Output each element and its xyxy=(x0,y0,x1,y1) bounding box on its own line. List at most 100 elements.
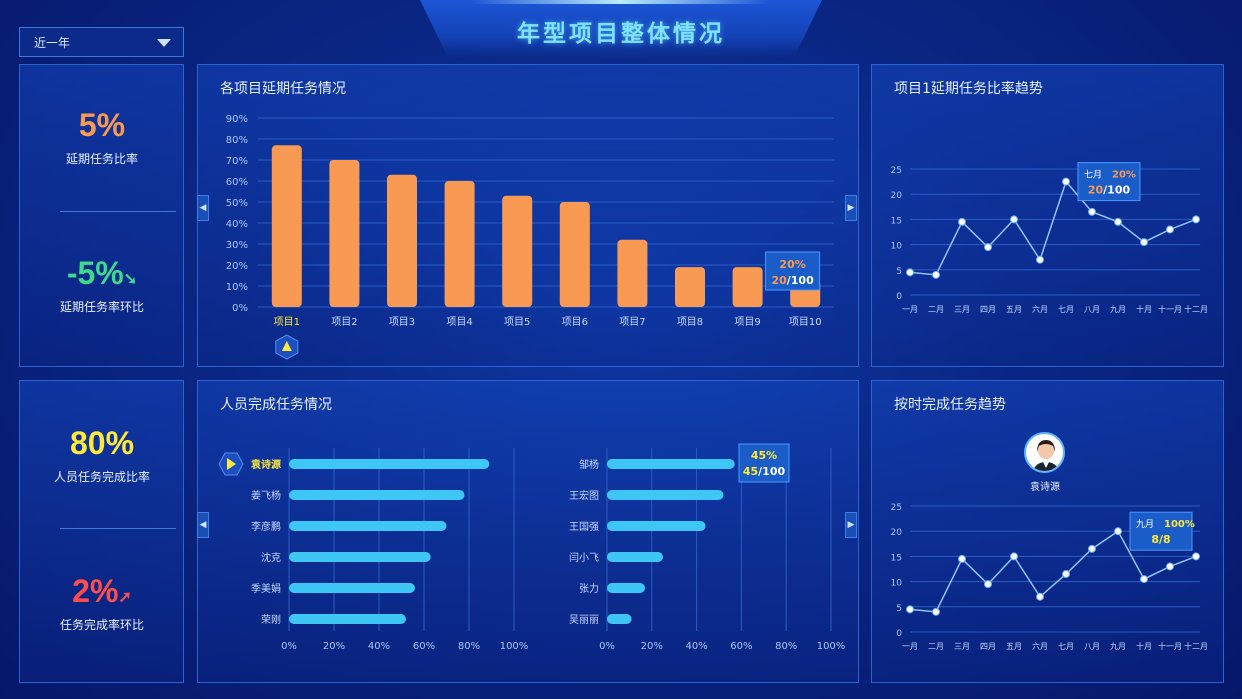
x-tick-label: 十月 xyxy=(1136,304,1152,314)
x-tick-label: 60% xyxy=(413,641,435,652)
data-point xyxy=(1192,215,1200,224)
next-arrow-button[interactable]: ▶ xyxy=(845,195,857,221)
x-tick-label: 20% xyxy=(323,641,345,652)
tooltip-ratio: 20/100 xyxy=(771,274,814,287)
x-tick-label: 十二月 xyxy=(1184,304,1208,314)
panel-person-completion: 人员完成任务情况 0% 20% 40% 60% 80% 100% 袁诗源 姜飞杨 李彦鹏 沈克 季美… xyxy=(197,380,859,683)
kpi-delay-rate-value: 5% xyxy=(78,107,126,143)
y-tick-label: 20% xyxy=(226,261,248,272)
x-tick-label: 项目9 xyxy=(734,316,760,328)
person-icon xyxy=(1033,440,1059,471)
data-point xyxy=(1036,255,1044,264)
panel-title-person-completion: 人员完成任务情况 xyxy=(220,397,332,413)
tooltip-box xyxy=(1129,511,1193,551)
bar xyxy=(607,583,646,593)
data-point xyxy=(1114,217,1122,226)
kpi-delay-mom: -5%➘ 延期任务率环比 xyxy=(20,255,184,315)
x-tick-label: 20% xyxy=(641,641,663,652)
data-point xyxy=(984,580,992,589)
x-tick-label: 十一月 xyxy=(1158,641,1182,651)
x-tick-label: 100% xyxy=(817,641,846,652)
category-label: 邹杨 xyxy=(579,458,599,471)
y-tick-label: 80% xyxy=(226,135,248,146)
bar xyxy=(617,239,648,307)
period-select-value: 近一年 xyxy=(34,35,71,50)
bar xyxy=(271,145,302,307)
category-label: 张力 xyxy=(579,582,599,595)
bar xyxy=(559,202,590,307)
x-tick-label: 七月 xyxy=(1058,642,1074,651)
x-tick-label: 项目3 xyxy=(389,316,415,328)
bar xyxy=(607,552,663,562)
data-point xyxy=(932,270,940,279)
x-tick-label: 八月 xyxy=(1084,642,1100,651)
x-tick-label: 项目8 xyxy=(677,316,703,328)
bar xyxy=(289,521,447,531)
kpi-delay-rate-label: 延期任务比率 xyxy=(65,152,138,166)
x-tick-label: 十二月 xyxy=(1184,641,1208,651)
y-tick-label: 10 xyxy=(891,579,903,589)
x-tick-label: 十一月 xyxy=(1158,304,1182,314)
kpi-panel-completion: 80% 人员任务完成比率 2%➚ 任务完成率环比 xyxy=(19,380,184,683)
bar xyxy=(289,614,406,624)
x-tick-label: 80% xyxy=(458,641,480,652)
tooltip-box xyxy=(765,251,821,291)
data-point xyxy=(1010,215,1018,224)
kpi-delay-mom-value: -5% xyxy=(66,255,124,291)
tooltip-ratio: 45/100 xyxy=(743,465,786,478)
y-tick-label: 30% xyxy=(226,240,248,251)
bar xyxy=(444,181,475,307)
x-tick-label: 40% xyxy=(685,641,707,652)
panel-delay-by-project: 各项目延期任务情况 0% 10% 20% 30% 40% 50% 60% 70% 80% 90% 项… xyxy=(197,64,859,367)
y-tick-label: 0 xyxy=(896,292,902,302)
panel-title-ontime-trend: 按时完成任务趋势 xyxy=(894,397,1006,413)
prev-arrow-button[interactable]: ◀ xyxy=(197,195,209,221)
kpi-divider xyxy=(60,528,176,529)
x-tick-label: 七月 xyxy=(1058,305,1074,314)
x-tick-label: 项目6 xyxy=(562,316,588,328)
x-tick-label: 五月 xyxy=(1006,305,1022,314)
kpi-delay-rate: 5% 延期任务比率 xyxy=(20,107,184,167)
chevron-down-icon[interactable] xyxy=(157,39,171,47)
prev-arrow-button[interactable]: ◀ xyxy=(197,512,209,538)
bar xyxy=(502,195,533,307)
kpi-completion-mom-row: 2%➚ xyxy=(20,573,184,610)
triangle-up-icon xyxy=(281,341,292,351)
tooltip-percent: 20% xyxy=(1112,170,1136,181)
y-tick-label: 50% xyxy=(226,198,248,209)
tooltip-month: 七月 xyxy=(1084,170,1102,181)
bar xyxy=(289,552,431,562)
x-tick-label: 三月 xyxy=(954,305,970,314)
bar xyxy=(289,459,490,469)
x-tick-label: 六月 xyxy=(1032,641,1048,651)
kpi-completion-mom-value: 2% xyxy=(72,573,119,609)
category-label: 沈克 xyxy=(261,551,281,564)
arrow-down-icon: ➘ xyxy=(123,271,138,288)
x-tick-label: 六月 xyxy=(1032,304,1048,314)
x-tick-label: 40% xyxy=(368,641,390,652)
tooltip-percent: 20% xyxy=(779,258,805,271)
next-arrow-button[interactable]: ▶ xyxy=(845,512,857,538)
bar xyxy=(289,490,465,500)
x-tick-label: 九月 xyxy=(1110,305,1126,314)
tooltip-box xyxy=(1077,162,1141,202)
category-label: 王国强 xyxy=(569,521,599,533)
period-select[interactable]: 近一年 xyxy=(19,27,184,57)
data-point xyxy=(1088,544,1096,553)
x-tick-label: 九月 xyxy=(1110,642,1126,651)
data-point xyxy=(1166,225,1174,234)
tooltip-month: 九月 xyxy=(1136,519,1154,530)
y-tick-label: 0% xyxy=(232,303,248,314)
y-tick-label: 25 xyxy=(891,503,902,513)
avatar[interactable] xyxy=(1024,432,1065,473)
bar xyxy=(607,614,632,624)
data-point xyxy=(906,268,914,277)
panel-title-delay-by-project: 各项目延期任务情况 xyxy=(220,81,346,97)
series-line xyxy=(909,180,1197,276)
x-tick-label: 一月 xyxy=(902,305,918,314)
delay-bar-chart: 0% 10% 20% 30% 40% 50% 60% 70% 80% 90% 项目1 项目2 项目3 项目… xyxy=(226,114,834,360)
x-tick-label: 二月 xyxy=(928,642,944,651)
y-tick-label: 20 xyxy=(891,528,903,538)
header-glow xyxy=(470,0,770,4)
